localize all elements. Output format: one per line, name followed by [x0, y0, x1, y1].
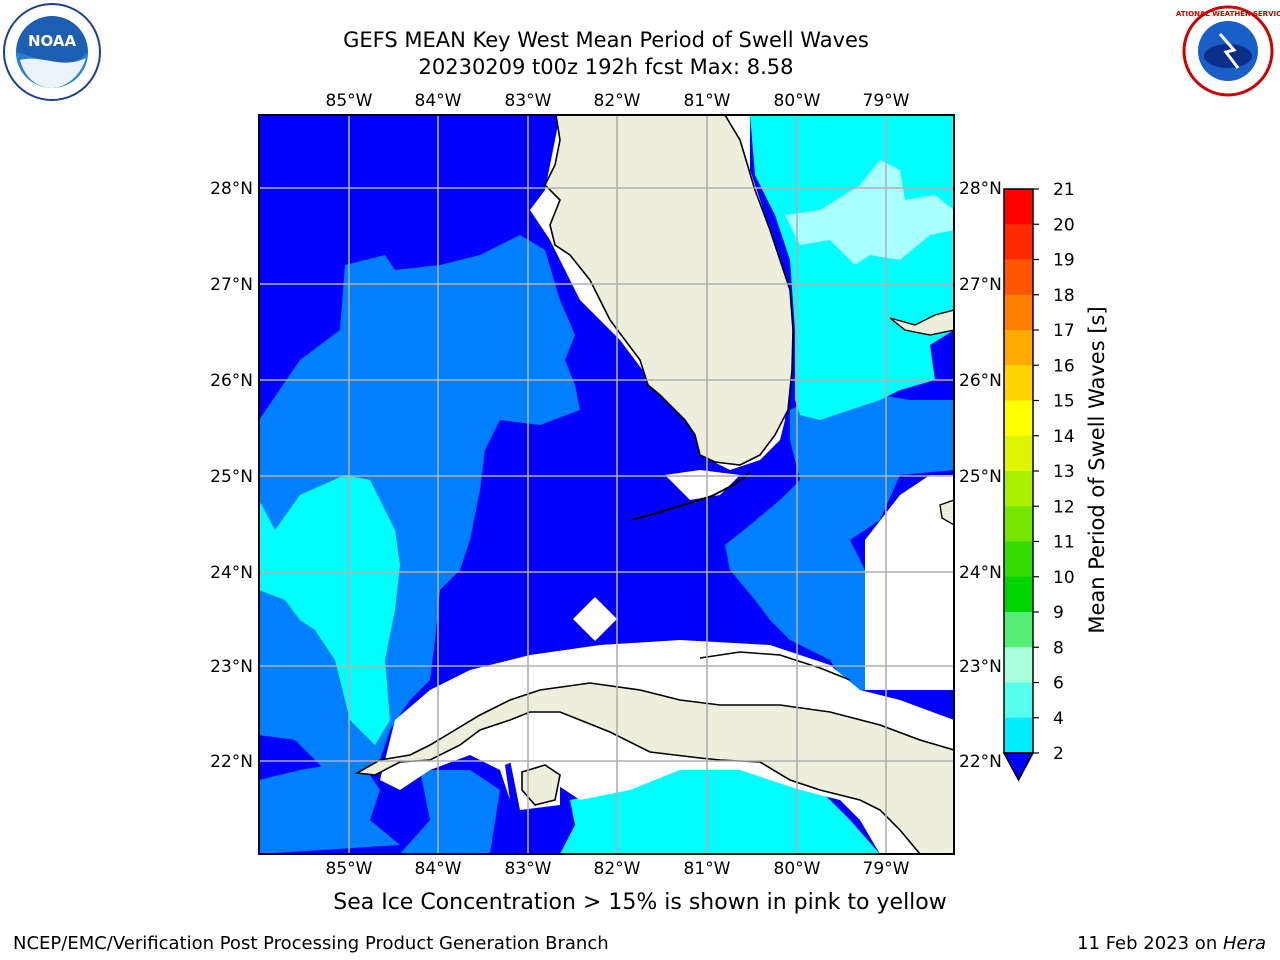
nodata-island-diamond [573, 597, 617, 641]
lon-label: 82°W [594, 859, 641, 879]
colorbar-extend-min [1002, 752, 1035, 782]
colorbar-tick-label: 10 [1053, 568, 1075, 588]
lat-label: 27°N [959, 275, 1002, 295]
lon-label: 84°W [415, 91, 462, 111]
lon-label: 85°W [326, 91, 373, 111]
lon-label: 81°W [684, 859, 731, 879]
colorbar-tick-label: 12 [1053, 497, 1075, 517]
colorbar-tick-label: 14 [1053, 427, 1075, 447]
colorbar-tick-label: 8 [1053, 638, 1064, 658]
lon-label: 80°W [774, 91, 821, 111]
lon-label: 84°W [415, 859, 462, 879]
colorbar-segment [1004, 541, 1033, 578]
colorbar-tick-label: 9 [1053, 603, 1064, 623]
colorbar-tick-label: 21 [1053, 180, 1075, 200]
lat-label: 22°N [959, 752, 1002, 772]
lat-labels-right: 28°N 27°N 26°N 25°N 24°N 23°N 22°N [959, 179, 1002, 772]
bahamas-andros [939, 499, 954, 526]
colorbar-segment [1004, 717, 1033, 754]
colorbar-segment [1004, 259, 1033, 296]
noaa-logo-icon: NOAA [3, 3, 101, 101]
lon-label: 79°W [863, 91, 910, 111]
nodata-bahamas [865, 475, 954, 690]
colorbar-segment [1004, 224, 1033, 260]
isle-of-youth [521, 764, 561, 806]
colorbar-label: Mean Period of Swell Waves [s] [1085, 306, 1109, 634]
colorbar-tick-label: 15 [1053, 392, 1075, 412]
lat-labels-left: 28°N 27°N 26°N 25°N 24°N 23°N 22°N [210, 179, 253, 772]
colorbar-segment [1004, 612, 1033, 648]
field-band-8-9-east [785, 160, 954, 265]
lat-label: 23°N [959, 657, 1002, 677]
lat-label: 26°N [210, 371, 253, 391]
colorbar-tick-label: 19 [1053, 251, 1075, 271]
colorbar-segment [1004, 647, 1033, 683]
nws-logo-icon: NATIONAL WEATHER SERVICE [1176, 5, 1280, 97]
lon-label: 81°W [684, 91, 731, 111]
map-frame [258, 114, 955, 855]
cuba-north-cays [699, 651, 851, 681]
map-title: GEFS MEAN Key West Mean Period of Swell … [343, 28, 869, 52]
nodata-keys [665, 470, 740, 500]
colorbar-segment [1004, 506, 1033, 542]
lat-label: 24°N [959, 563, 1002, 583]
lat-label: 27°N [210, 275, 253, 295]
colorbar-segment [1004, 294, 1033, 331]
field-band-4-6-east [725, 390, 954, 690]
lat-label: 25°N [210, 467, 253, 487]
colorbar: 21 20 19 18 17 16 15 14 13 12 11 10 9 8 6 4 2 [1002, 180, 1075, 782]
svg-text:NATIONAL WEATHER SERVICE: NATIONAL WEATHER SERVICE [1176, 10, 1280, 18]
colorbar-segment [1004, 471, 1033, 507]
map-field [259, 115, 954, 854]
field-band-4-6-south [259, 760, 400, 854]
florida-land [544, 115, 794, 466]
lat-label: 28°N [210, 179, 253, 199]
lon-label: 80°W [774, 859, 821, 879]
colorbar-tick-label: 6 [1053, 674, 1064, 694]
colorbar-segment [1004, 435, 1033, 472]
host-name: Hera [1222, 933, 1266, 954]
lon-labels-top: 85°W 84°W 83°W 82°W 81°W 80°W 79°W [326, 91, 910, 111]
colorbar-tick-label: 2 [1053, 744, 1064, 764]
lon-labels-bottom: 85°W 84°W 83°W 82°W 81°W 80°W 79°W [326, 859, 910, 879]
colorbar-segment [1004, 400, 1033, 437]
colorbar-tick-label: 13 [1053, 462, 1075, 482]
colorbar-tick-label: 20 [1053, 215, 1075, 235]
lat-label: 28°N [959, 179, 1002, 199]
colorbar-tick-label: 18 [1053, 286, 1075, 306]
colorbar-segment [1004, 330, 1033, 366]
graticule [259, 115, 954, 854]
lon-label: 83°W [505, 859, 552, 879]
colorbar-segment [1004, 189, 1033, 225]
lat-label: 25°N [959, 467, 1002, 487]
generation-date-text: 11 Feb 2023 on [1077, 933, 1223, 954]
lon-label: 82°W [594, 91, 641, 111]
producer-credit: NCEP/EMC/Verification Post Processing Pr… [13, 933, 609, 954]
colorbar-tick-label: 17 [1053, 321, 1075, 341]
lat-label: 26°N [959, 371, 1002, 391]
generation-date: 11 Feb 2023 on Hera [1077, 933, 1266, 954]
sea-ice-note: Sea Ice Concentration > 15% is shown in … [333, 890, 947, 915]
cuba-land [354, 682, 954, 854]
lon-label: 79°W [863, 859, 910, 879]
lat-label: 22°N [210, 752, 253, 772]
lat-label: 23°N [210, 657, 253, 677]
map-subtitle: 20230209 t00z 192h fcst Max: 8.58 [418, 55, 794, 79]
field-band-4-6-southcentral [400, 770, 500, 854]
lat-label: 24°N [210, 563, 253, 583]
florida-keys [631, 471, 751, 521]
colorbar-tick-label: 16 [1053, 356, 1075, 376]
colorbar-segment [1004, 576, 1033, 613]
colorbar-tick-label: 11 [1053, 533, 1075, 553]
field-band-6-8-west [259, 475, 400, 745]
colorbar-segment [1004, 682, 1033, 719]
lon-label: 85°W [326, 859, 373, 879]
colorbar-segment [1004, 365, 1033, 401]
svg-text:NOAA: NOAA [28, 32, 77, 50]
lon-label: 83°W [505, 91, 552, 111]
colorbar-tick-label: 4 [1053, 709, 1064, 729]
bahamas-islands [889, 309, 954, 336]
